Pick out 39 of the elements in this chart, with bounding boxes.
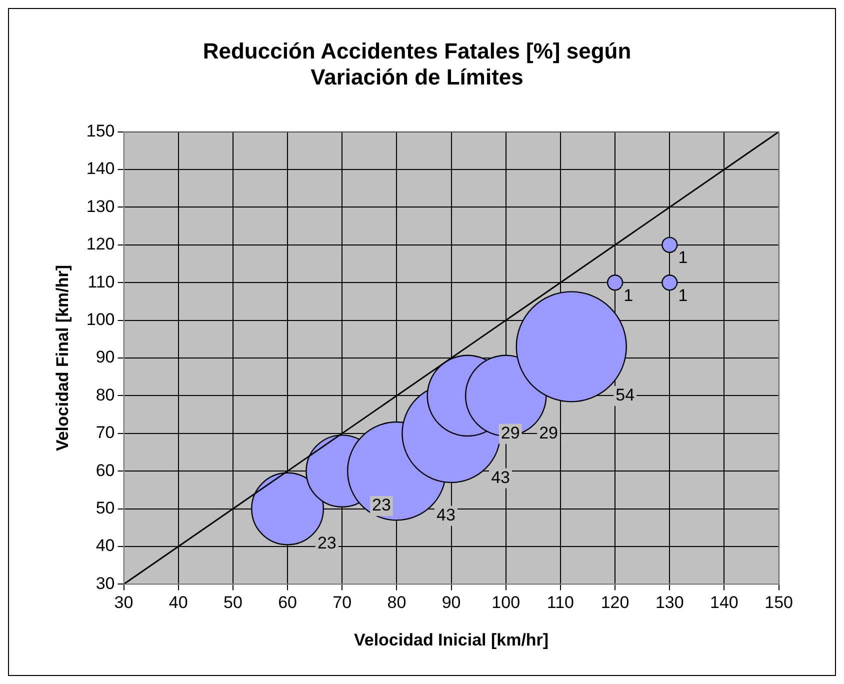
data-label: 1 xyxy=(678,286,688,305)
x-tick-label: 40 xyxy=(168,593,188,612)
y-tick-label: 70 xyxy=(96,423,115,442)
y-tick-label: 90 xyxy=(96,348,115,367)
x-tick-label: 90 xyxy=(442,593,461,612)
x-tick-label: 60 xyxy=(278,593,297,612)
y-tick-label: 110 xyxy=(88,272,115,292)
y-axis-title: Velocidad Final [km/hr] xyxy=(52,264,72,452)
y-tick-label: 60 xyxy=(96,460,115,480)
y-tick-label: 50 xyxy=(96,498,115,518)
x-tick-label: 150 xyxy=(764,593,793,612)
x-tick-label: 140 xyxy=(710,593,738,612)
x-tick-label: 100 xyxy=(492,593,520,612)
data-label: 23 xyxy=(317,533,336,552)
data-label: 43 xyxy=(491,468,510,487)
x-tick-label: 70 xyxy=(332,593,352,612)
data-label: 29 xyxy=(539,424,558,443)
chart-title: Reducción Accidentes Fatales [%] según Variación de Límites xyxy=(202,38,632,90)
x-tick-label: 50 xyxy=(223,593,242,612)
data-label: 29 xyxy=(500,424,520,443)
data-label: 54 xyxy=(616,386,635,405)
x-tick-label: 30 xyxy=(114,593,134,612)
x-axis-title: Velocidad Inicial [km/hr] xyxy=(354,630,549,650)
x-tick-label: 130 xyxy=(655,593,684,612)
data-label: 1 xyxy=(678,248,688,268)
x-tick-label: 80 xyxy=(387,593,406,612)
data-label: 43 xyxy=(436,506,456,525)
y-tick-label: 120 xyxy=(86,234,115,254)
data-label: 1 xyxy=(624,286,634,305)
y-tick-label: 100 xyxy=(86,310,115,329)
y-tick-label: 30 xyxy=(96,574,115,593)
data-label: 23 xyxy=(372,496,391,515)
y-tick-label: 150 xyxy=(86,121,115,140)
y-tick-label: 80 xyxy=(96,385,115,404)
x-tick-label: 110 xyxy=(546,593,574,612)
y-tick-label: 40 xyxy=(96,536,115,556)
x-tick-label: 120 xyxy=(600,593,630,612)
y-tick-label: 130 xyxy=(86,196,115,216)
y-tick-label: 140 xyxy=(86,159,115,178)
